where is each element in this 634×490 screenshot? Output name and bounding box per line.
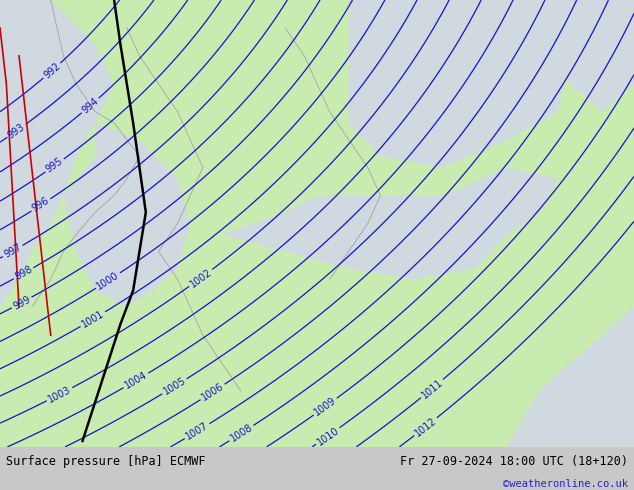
Text: 992: 992 (42, 61, 62, 80)
Text: 1012: 1012 (413, 415, 438, 438)
Text: Surface pressure [hPa] ECMWF: Surface pressure [hPa] ECMWF (6, 456, 206, 468)
Text: 1000: 1000 (95, 270, 121, 292)
Text: 1005: 1005 (162, 376, 188, 397)
Text: Fr 27-09-2024 18:00 UTC (18+120): Fr 27-09-2024 18:00 UTC (18+120) (399, 456, 628, 468)
Polygon shape (222, 168, 558, 279)
Text: 1002: 1002 (188, 267, 214, 289)
Text: ©weatheronline.co.uk: ©weatheronline.co.uk (503, 479, 628, 489)
Polygon shape (0, 0, 114, 307)
Polygon shape (476, 0, 634, 112)
Text: 1009: 1009 (313, 395, 338, 418)
Text: 994: 994 (80, 96, 100, 115)
Text: 993: 993 (6, 122, 27, 140)
Polygon shape (349, 0, 571, 168)
Text: 995: 995 (44, 156, 65, 175)
Text: 996: 996 (30, 196, 51, 214)
Polygon shape (63, 123, 190, 307)
Text: 1001: 1001 (80, 309, 106, 330)
Text: 997: 997 (2, 242, 23, 260)
Text: 1006: 1006 (200, 381, 226, 403)
Text: 998: 998 (13, 265, 34, 282)
Text: 1007: 1007 (184, 420, 210, 442)
Text: 1011: 1011 (419, 377, 444, 400)
Text: 1008: 1008 (228, 422, 254, 444)
Text: 999: 999 (11, 294, 32, 311)
Polygon shape (0, 0, 63, 196)
Polygon shape (507, 307, 634, 447)
Text: 1003: 1003 (46, 384, 73, 404)
Text: 1004: 1004 (123, 370, 149, 391)
Text: 1010: 1010 (315, 425, 340, 447)
